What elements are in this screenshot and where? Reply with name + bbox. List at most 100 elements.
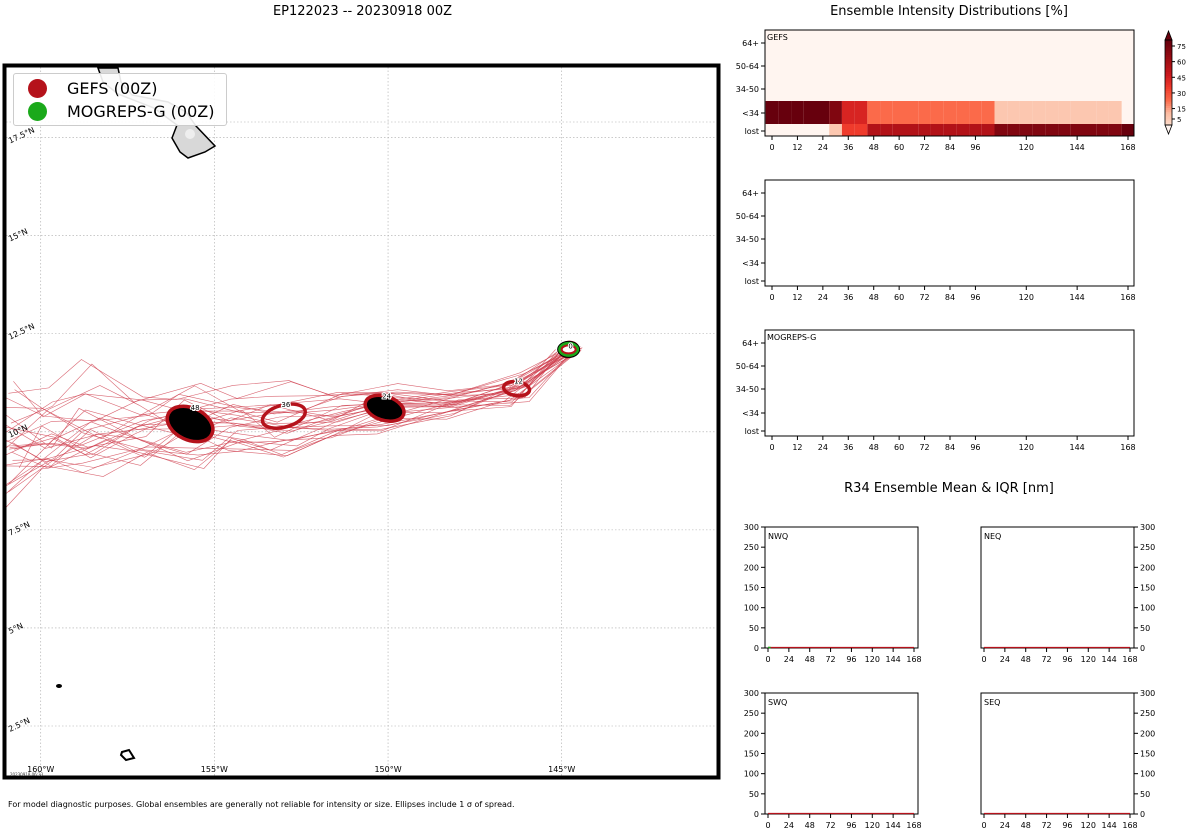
colorbar: 75 60 45 30 15 5 bbox=[1164, 29, 1186, 136]
gefs-spread-ellipse bbox=[363, 393, 406, 423]
x-tick-label: 12 bbox=[792, 293, 802, 302]
ensemble-track bbox=[6, 349, 567, 456]
x-tick-label: 48 bbox=[805, 655, 815, 664]
heatmap-cell bbox=[841, 124, 855, 136]
legend-item-gefs: GEFS (00Z) bbox=[28, 78, 157, 98]
colorbar-extend-max bbox=[1164, 29, 1173, 41]
gefs-marker-icon bbox=[28, 78, 47, 98]
colorbar-segment bbox=[1165, 69, 1172, 73]
colorbar-tick-label: 5 bbox=[1177, 116, 1181, 124]
colorbar-segment bbox=[1165, 99, 1172, 103]
y-tick-label: 150 bbox=[744, 750, 759, 759]
y-tick-label: 50 bbox=[749, 790, 759, 799]
colorbar-segment bbox=[1165, 46, 1172, 49]
forecast-hour-label: 24 bbox=[382, 392, 391, 400]
colorbar-segment bbox=[1165, 82, 1172, 86]
latitude-labels: 17.5°N15°N12.5°N10°N7.5°N5°N2.5°N bbox=[7, 126, 36, 734]
ensemble-track bbox=[6, 350, 562, 449]
colorbar-tick-label: 60 bbox=[1177, 59, 1186, 67]
lat-tick-label: 5°N bbox=[7, 621, 24, 636]
heatmap-cell bbox=[1096, 101, 1109, 124]
heatmap-cell bbox=[1007, 101, 1020, 124]
legend-label-mogreps: MOGREPS-G (00Z) bbox=[67, 101, 215, 121]
x-tick-label: 24 bbox=[1000, 821, 1010, 830]
ensemble-track bbox=[6, 350, 572, 466]
panel-frame bbox=[980, 692, 1135, 815]
map-grid bbox=[6, 67, 718, 777]
legend-item-mogreps: MOGREPS-G (00Z) bbox=[28, 101, 214, 121]
intensity-panel: 64+ 50-64 34-50 <34 lost 0 12 24 36 48 60 72 84 96 120… bbox=[736, 179, 1136, 302]
x-tick-label: 60 bbox=[894, 293, 904, 302]
x-tick-label: 84 bbox=[945, 293, 955, 302]
x-tick-label: 120 bbox=[1081, 655, 1096, 664]
map-frame bbox=[2, 63, 721, 780]
heatmap-cell bbox=[1058, 101, 1071, 124]
panel-frame bbox=[764, 692, 919, 815]
y-tick-label: 200 bbox=[744, 563, 759, 572]
ensemble-track bbox=[6, 350, 570, 467]
y-tick-label: 0 bbox=[1140, 644, 1145, 653]
y-tick-label: 50-64 bbox=[736, 362, 759, 371]
heatmap-cell bbox=[1032, 101, 1046, 124]
x-tick-label: 0 bbox=[769, 293, 774, 302]
x-tick-label: 96 bbox=[970, 143, 980, 152]
colorbar-segment bbox=[1165, 65, 1172, 69]
colorbar-segment bbox=[1165, 67, 1172, 71]
ellipse-backing bbox=[365, 395, 404, 422]
y-tick-label: 50-64 bbox=[736, 62, 759, 71]
x-tick-label: 120 bbox=[865, 821, 880, 830]
colorbar-segment bbox=[1165, 84, 1172, 88]
x-tick-label: 168 bbox=[1120, 143, 1135, 152]
heatmap-cell bbox=[1007, 124, 1020, 136]
panel-frame bbox=[764, 179, 1135, 287]
x-tick-label: 72 bbox=[825, 821, 835, 830]
colorbar-segment bbox=[1165, 108, 1172, 111]
x-tick-label: 48 bbox=[1021, 655, 1031, 664]
gefs-spread-ellipse bbox=[165, 404, 215, 444]
ensemble-track bbox=[6, 350, 582, 486]
ensemble-track bbox=[8, 350, 573, 493]
map-title: EP122023 -- 20230918 00Z bbox=[272, 4, 453, 19]
colorbar-tick-label: 30 bbox=[1177, 90, 1186, 98]
y-tick-label: 34-50 bbox=[736, 235, 759, 244]
islet bbox=[119, 748, 136, 762]
x-tick-label: 144 bbox=[1070, 143, 1085, 152]
colorbar-segment bbox=[1165, 48, 1172, 52]
heatmap-cell bbox=[1019, 101, 1033, 124]
x-tick-label: 0 bbox=[769, 143, 774, 152]
volcano-peak bbox=[185, 129, 195, 139]
x-tick-label: 0 bbox=[769, 443, 774, 452]
x-tick-label: 24 bbox=[1000, 655, 1010, 664]
colorbar-tick-label: 75 bbox=[1177, 43, 1186, 51]
x-tick-label: 144 bbox=[1102, 655, 1117, 664]
gefs-spread-ellipse bbox=[260, 402, 308, 430]
x-tick-label: 24 bbox=[818, 293, 828, 302]
lon-tick-label: 145°W bbox=[548, 765, 575, 774]
mogreps-marker-icon bbox=[28, 101, 47, 121]
heatmap-cell bbox=[867, 101, 881, 124]
colorbar-segment bbox=[1165, 50, 1172, 54]
heatmap-cell bbox=[816, 101, 830, 124]
heatmap-cell bbox=[1019, 124, 1033, 136]
longitude-labels: 160°W 155°W 150°W 145°W bbox=[27, 765, 575, 774]
y-tick-label: 0 bbox=[754, 644, 759, 653]
quadrant-label: NEQ bbox=[984, 532, 1001, 541]
heatmap-cell bbox=[1045, 101, 1059, 124]
y-tick-label: <34 bbox=[742, 109, 759, 118]
colorbar-segment bbox=[1165, 110, 1172, 113]
ensemble-track bbox=[12, 350, 567, 468]
lon-tick-label: 160°W bbox=[27, 765, 54, 774]
x-tick-label: 24 bbox=[818, 143, 828, 152]
r34-panel: NEQ 300 250 200 150 100 50 0 0 24 48 72 96 120 144 168 bbox=[980, 523, 1155, 664]
r34-title: R34 Ensemble Mean & IQR [nm] bbox=[844, 481, 1054, 496]
y-tick-label: 34-50 bbox=[736, 385, 759, 394]
heatmap-cell bbox=[905, 101, 919, 124]
heatmap-cell bbox=[943, 124, 957, 136]
y-tick-label: 64+ bbox=[742, 189, 759, 198]
y-tick-label: 100 bbox=[744, 604, 759, 613]
y-tick-label: 300 bbox=[1140, 689, 1155, 698]
y-tick-label: lost bbox=[745, 277, 759, 286]
colorbar-segment bbox=[1165, 78, 1172, 81]
heatmap-cell bbox=[930, 101, 944, 124]
colorbar-segment bbox=[1165, 61, 1172, 64]
